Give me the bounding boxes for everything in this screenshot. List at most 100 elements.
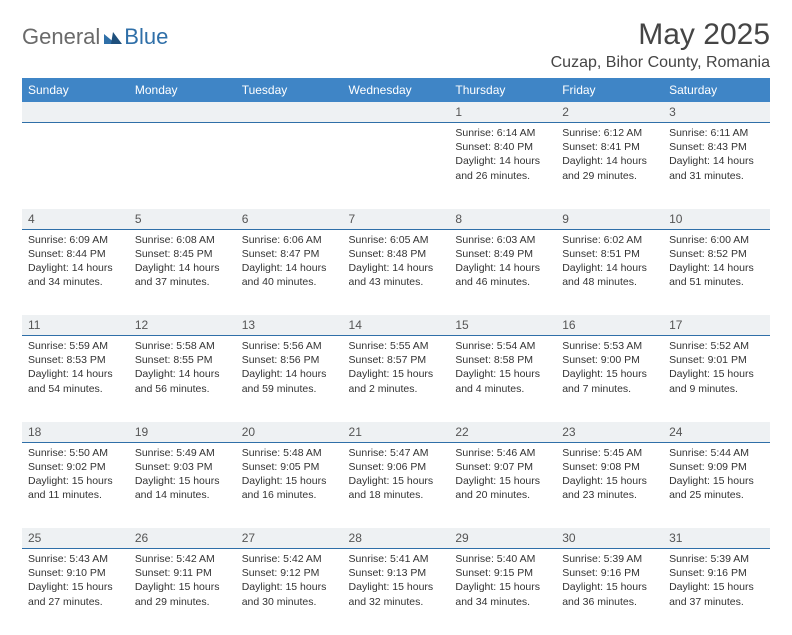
day-content-cell: Sunrise: 5:46 AMSunset: 9:07 PMDaylight:… [449, 442, 556, 528]
day-number-cell: 1 [449, 102, 556, 123]
day-content-cell [343, 123, 450, 209]
weekday-header: Monday [129, 78, 236, 102]
day-text: Sunrise: 6:11 AMSunset: 8:43 PMDaylight:… [663, 123, 770, 189]
day-content-cell: Sunrise: 5:47 AMSunset: 9:06 PMDaylight:… [343, 442, 450, 528]
day-text: Sunrise: 6:02 AMSunset: 8:51 PMDaylight:… [556, 230, 663, 296]
day-text: Sunrise: 5:58 AMSunset: 8:55 PMDaylight:… [129, 336, 236, 402]
brand-blue: Blue [124, 24, 168, 50]
day-number-cell: 12 [129, 315, 236, 336]
day-content-cell: Sunrise: 6:14 AMSunset: 8:40 PMDaylight:… [449, 123, 556, 209]
day-content-cell: Sunrise: 5:43 AMSunset: 9:10 PMDaylight:… [22, 549, 129, 635]
day-number-cell: 14 [343, 315, 450, 336]
day-number-row: 123 [22, 102, 770, 123]
day-text: Sunrise: 5:43 AMSunset: 9:10 PMDaylight:… [22, 549, 129, 615]
day-number-cell: 8 [449, 209, 556, 230]
weekday-header: Tuesday [236, 78, 343, 102]
day-content-cell: Sunrise: 6:00 AMSunset: 8:52 PMDaylight:… [663, 229, 770, 315]
day-content-row: Sunrise: 5:50 AMSunset: 9:02 PMDaylight:… [22, 442, 770, 528]
day-content-cell: Sunrise: 5:42 AMSunset: 9:12 PMDaylight:… [236, 549, 343, 635]
day-number-cell: 7 [343, 209, 450, 230]
day-number-cell [129, 102, 236, 123]
day-number-cell: 15 [449, 315, 556, 336]
day-content-cell: Sunrise: 5:50 AMSunset: 9:02 PMDaylight:… [22, 442, 129, 528]
day-content-row: Sunrise: 6:14 AMSunset: 8:40 PMDaylight:… [22, 123, 770, 209]
day-text: Sunrise: 5:49 AMSunset: 9:03 PMDaylight:… [129, 443, 236, 509]
day-content-cell: Sunrise: 5:59 AMSunset: 8:53 PMDaylight:… [22, 336, 129, 422]
day-content-cell: Sunrise: 5:41 AMSunset: 9:13 PMDaylight:… [343, 549, 450, 635]
day-number-row: 45678910 [22, 209, 770, 230]
day-number-row: 18192021222324 [22, 422, 770, 443]
day-number-row: 11121314151617 [22, 315, 770, 336]
weekday-header-row: Sunday Monday Tuesday Wednesday Thursday… [22, 78, 770, 102]
day-text: Sunrise: 6:09 AMSunset: 8:44 PMDaylight:… [22, 230, 129, 296]
day-content-cell: Sunrise: 5:48 AMSunset: 9:05 PMDaylight:… [236, 442, 343, 528]
day-content-cell: Sunrise: 6:12 AMSunset: 8:41 PMDaylight:… [556, 123, 663, 209]
day-content-cell: Sunrise: 6:09 AMSunset: 8:44 PMDaylight:… [22, 229, 129, 315]
day-text: Sunrise: 6:03 AMSunset: 8:49 PMDaylight:… [449, 230, 556, 296]
day-content-cell: Sunrise: 5:53 AMSunset: 9:00 PMDaylight:… [556, 336, 663, 422]
day-number-cell: 13 [236, 315, 343, 336]
day-text: Sunrise: 6:06 AMSunset: 8:47 PMDaylight:… [236, 230, 343, 296]
day-text: Sunrise: 5:45 AMSunset: 9:08 PMDaylight:… [556, 443, 663, 509]
day-content-cell: Sunrise: 6:03 AMSunset: 8:49 PMDaylight:… [449, 229, 556, 315]
day-number-row: 25262728293031 [22, 528, 770, 549]
brand-general: General [22, 24, 100, 50]
weekday-header: Saturday [663, 78, 770, 102]
day-number-cell: 18 [22, 422, 129, 443]
day-number-cell: 10 [663, 209, 770, 230]
day-content-row: Sunrise: 5:59 AMSunset: 8:53 PMDaylight:… [22, 336, 770, 422]
day-content-cell: Sunrise: 5:45 AMSunset: 9:08 PMDaylight:… [556, 442, 663, 528]
day-text: Sunrise: 6:05 AMSunset: 8:48 PMDaylight:… [343, 230, 450, 296]
day-content-cell: Sunrise: 6:11 AMSunset: 8:43 PMDaylight:… [663, 123, 770, 209]
calendar-table: Sunday Monday Tuesday Wednesday Thursday… [22, 78, 770, 635]
day-content-cell: Sunrise: 5:56 AMSunset: 8:56 PMDaylight:… [236, 336, 343, 422]
weekday-header: Sunday [22, 78, 129, 102]
day-content-cell: Sunrise: 5:39 AMSunset: 9:16 PMDaylight:… [663, 549, 770, 635]
day-text: Sunrise: 5:50 AMSunset: 9:02 PMDaylight:… [22, 443, 129, 509]
day-text: Sunrise: 5:39 AMSunset: 9:16 PMDaylight:… [663, 549, 770, 615]
day-number-cell: 9 [556, 209, 663, 230]
day-content-cell: Sunrise: 5:44 AMSunset: 9:09 PMDaylight:… [663, 442, 770, 528]
day-number-cell: 28 [343, 528, 450, 549]
day-content-cell: Sunrise: 5:40 AMSunset: 9:15 PMDaylight:… [449, 549, 556, 635]
day-content-row: Sunrise: 6:09 AMSunset: 8:44 PMDaylight:… [22, 229, 770, 315]
day-text: Sunrise: 5:59 AMSunset: 8:53 PMDaylight:… [22, 336, 129, 402]
day-text: Sunrise: 6:08 AMSunset: 8:45 PMDaylight:… [129, 230, 236, 296]
day-number-cell: 22 [449, 422, 556, 443]
page-title: May 2025 [551, 18, 770, 52]
day-content-cell [236, 123, 343, 209]
day-number-cell: 31 [663, 528, 770, 549]
day-number-cell: 6 [236, 209, 343, 230]
day-content-row: Sunrise: 5:43 AMSunset: 9:10 PMDaylight:… [22, 549, 770, 635]
day-number-cell: 17 [663, 315, 770, 336]
day-text: Sunrise: 5:53 AMSunset: 9:00 PMDaylight:… [556, 336, 663, 402]
day-number-cell: 21 [343, 422, 450, 443]
day-text: Sunrise: 5:47 AMSunset: 9:06 PMDaylight:… [343, 443, 450, 509]
day-content-cell: Sunrise: 5:49 AMSunset: 9:03 PMDaylight:… [129, 442, 236, 528]
day-number-cell [343, 102, 450, 123]
day-content-cell: Sunrise: 5:54 AMSunset: 8:58 PMDaylight:… [449, 336, 556, 422]
day-number-cell: 23 [556, 422, 663, 443]
day-number-cell: 11 [22, 315, 129, 336]
day-text: Sunrise: 5:40 AMSunset: 9:15 PMDaylight:… [449, 549, 556, 615]
brand-mark-icon [104, 30, 122, 44]
day-text: Sunrise: 6:12 AMSunset: 8:41 PMDaylight:… [556, 123, 663, 189]
day-text: Sunrise: 6:14 AMSunset: 8:40 PMDaylight:… [449, 123, 556, 189]
day-number-cell: 25 [22, 528, 129, 549]
day-text: Sunrise: 5:46 AMSunset: 9:07 PMDaylight:… [449, 443, 556, 509]
day-text: Sunrise: 5:54 AMSunset: 8:58 PMDaylight:… [449, 336, 556, 402]
day-text: Sunrise: 5:56 AMSunset: 8:56 PMDaylight:… [236, 336, 343, 402]
day-number-cell: 27 [236, 528, 343, 549]
day-number-cell: 24 [663, 422, 770, 443]
day-number-cell: 2 [556, 102, 663, 123]
day-content-cell: Sunrise: 5:58 AMSunset: 8:55 PMDaylight:… [129, 336, 236, 422]
weekday-header: Wednesday [343, 78, 450, 102]
day-text: Sunrise: 6:00 AMSunset: 8:52 PMDaylight:… [663, 230, 770, 296]
day-number-cell: 3 [663, 102, 770, 123]
day-text: Sunrise: 5:52 AMSunset: 9:01 PMDaylight:… [663, 336, 770, 402]
day-number-cell: 19 [129, 422, 236, 443]
day-number-cell: 5 [129, 209, 236, 230]
weekday-header: Friday [556, 78, 663, 102]
day-content-cell: Sunrise: 5:52 AMSunset: 9:01 PMDaylight:… [663, 336, 770, 422]
day-number-cell: 29 [449, 528, 556, 549]
